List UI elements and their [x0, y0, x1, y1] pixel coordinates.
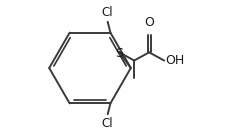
Text: Cl: Cl [101, 117, 113, 130]
Text: OH: OH [166, 54, 185, 67]
Text: O: O [144, 16, 154, 29]
Text: Cl: Cl [101, 6, 113, 19]
Text: S: S [115, 47, 123, 60]
